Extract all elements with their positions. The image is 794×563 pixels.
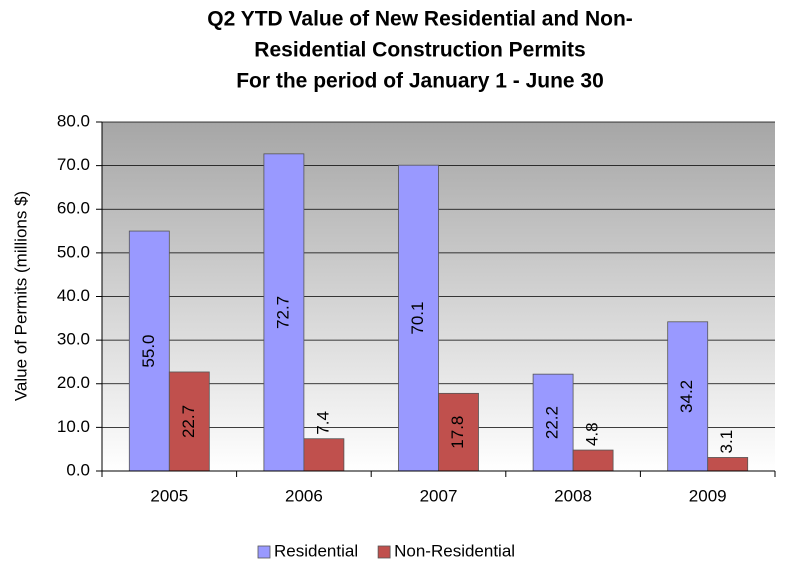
legend-swatch [377,545,391,559]
bar [303,438,345,472]
y-tick-label: 40.0 [57,286,90,305]
y-tick-label: 20.0 [57,373,90,392]
y-tick-label: 70.0 [57,155,90,174]
legend-label: Residential [274,541,358,560]
value-label: 22.7 [179,405,198,438]
bar [438,392,479,472]
bar [398,164,439,472]
x-tick-label: 2006 [285,486,323,505]
chart-title: Residential Construction Permits [254,39,585,62]
value-label: 72.7 [273,296,292,329]
bar [667,321,709,472]
value-label: 3.1 [717,430,736,454]
y-tick-label: 50.0 [57,242,90,261]
value-label: 4.8 [583,422,602,446]
chart-title: Q2 YTD Value of New Residential and Non- [207,8,633,31]
x-tick-label: 2007 [420,486,458,505]
y-tick-label: 80.0 [57,111,90,130]
value-label: 34.2 [677,380,696,413]
x-tick-label: 2009 [689,486,727,505]
bar [707,457,749,472]
bar [263,153,305,472]
value-label: 17.8 [448,416,467,449]
bar [532,373,574,472]
value-label: 55.0 [139,334,158,367]
x-tick-label: 2008 [554,486,592,505]
legend-label: Non-Residential [394,541,515,560]
legend-swatch [257,545,271,559]
value-label: 22.2 [543,406,562,439]
value-label: 7.4 [313,411,332,435]
chart-title: For the period of January 1 - June 30 [236,70,604,93]
y-tick-label: 60.0 [57,199,90,218]
bar [572,449,614,472]
y-tick-label: 0.0 [66,460,90,479]
bar [128,230,170,472]
y-tick-label: 30.0 [57,330,90,349]
value-label: 70.1 [408,302,427,335]
y-tick-label: 10.0 [57,417,90,436]
x-tick-label: 2005 [150,486,188,505]
y-axis-title: Value of Permits (millions $) [11,191,30,401]
